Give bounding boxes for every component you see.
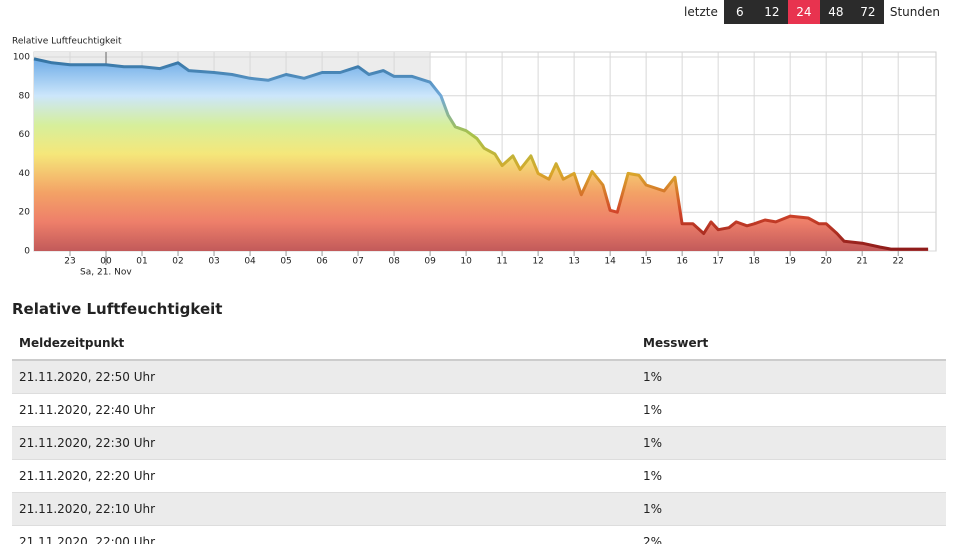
table-title: Relative Luftfeuchtigkeit (12, 300, 223, 318)
x-tick-label: 21 (856, 257, 867, 267)
table-row: 21.11.2020, 22:20 Uhr 1% (12, 459, 946, 493)
chart: Relative Luftfeuchtigkeit 02040608010023… (12, 37, 937, 278)
value-cell: 1% (636, 393, 946, 427)
value-cell: 1% (636, 426, 946, 460)
x-tick-label: 16 (676, 257, 688, 267)
x-tick-label: 22 (892, 257, 903, 267)
selector-options: 6 12 24 48 72 (723, 0, 884, 24)
column-header: Meldezeitpunkt (12, 327, 636, 361)
x-tick-label: 10 (460, 257, 472, 267)
header-row: Meldezeitpunkt Messwert (12, 327, 946, 361)
y-tick-label: 60 (19, 130, 31, 140)
x-tick-label: 06 (316, 257, 328, 267)
x-tick-label: 05 (280, 257, 291, 267)
x-tick-label: 09 (424, 257, 436, 267)
x-tick-label: 15 (640, 257, 651, 267)
range-button[interactable]: 6 (723, 0, 756, 24)
value-cell: 1% (636, 492, 946, 526)
line (33, 57, 929, 251)
x-tick-label: 23 (64, 257, 75, 267)
range-button[interactable]: 48 (819, 0, 852, 24)
range-selector: letzte 6 12 24 48 72 Stunden (678, 0, 946, 24)
table-row: 21.11.2020, 22:30 Uhr 1% (12, 426, 946, 460)
timestamp-cell: 21.11.2020, 22:10 Uhr (12, 492, 636, 526)
y-tick-label: 20 (19, 208, 31, 218)
timestamp-cell: 21.11.2020, 22:50 Uhr (12, 360, 636, 394)
table-row: 21.11.2020, 22:00 Uhr 2% (12, 525, 946, 544)
x-tick-label: 04 (244, 257, 256, 267)
x-tick-label: 13 (568, 257, 579, 267)
table-row: 21.11.2020, 22:50 Uhr 1% (12, 360, 946, 394)
x-tick-label: 19 (784, 257, 796, 267)
date-label: Sa, 21. Nov (80, 268, 132, 278)
x-tick-label: 11 (496, 257, 507, 267)
timestamp-cell: 21.11.2020, 22:40 Uhr (12, 393, 636, 427)
chart-title: Relative Luftfeuchtigkeit (12, 37, 122, 47)
range-button[interactable]: 72 (851, 0, 884, 24)
y-tick-label: 40 (19, 169, 31, 179)
x-tick-label: 02 (172, 257, 183, 267)
value-cell: 1% (636, 459, 946, 493)
selector-prefix: letzte (684, 5, 718, 19)
value-cell: 2% (636, 525, 946, 544)
x-tick-label: 17 (712, 257, 723, 267)
y-tick-label: 0 (24, 247, 30, 257)
data-table: Meldezeitpunkt Messwert 21.11.2020, 22:5… (12, 327, 946, 544)
x-tick-label: 07 (352, 257, 363, 267)
column-header: Messwert (636, 327, 946, 361)
area (34, 58, 929, 252)
range-button[interactable]: 24 (787, 0, 820, 24)
table-row: 21.11.2020, 22:10 Uhr 1% (12, 492, 946, 526)
range-button[interactable]: 12 (755, 0, 788, 24)
x-tick-label: 08 (388, 257, 400, 267)
value-cell: 1% (636, 360, 946, 394)
table-row: 21.11.2020, 22:40 Uhr 1% (12, 393, 946, 427)
selector-suffix: Stunden (889, 5, 940, 19)
x-tick-label: 01 (136, 257, 147, 267)
x-tick-label: 12 (532, 257, 543, 267)
x-tick-label: 18 (748, 257, 760, 267)
timestamp-cell: 21.11.2020, 22:00 Uhr (12, 525, 636, 544)
x-tick-label: 00 (100, 257, 112, 267)
y-tick-label: 100 (13, 53, 30, 63)
x-tick-label: 03 (208, 257, 219, 267)
x-tick-label: 20 (820, 257, 832, 267)
y-tick-label: 80 (19, 91, 31, 101)
timestamp-cell: 21.11.2020, 22:20 Uhr (12, 459, 636, 493)
timestamp-cell: 21.11.2020, 22:30 Uhr (12, 426, 636, 460)
x-tick-label: 14 (604, 257, 616, 267)
